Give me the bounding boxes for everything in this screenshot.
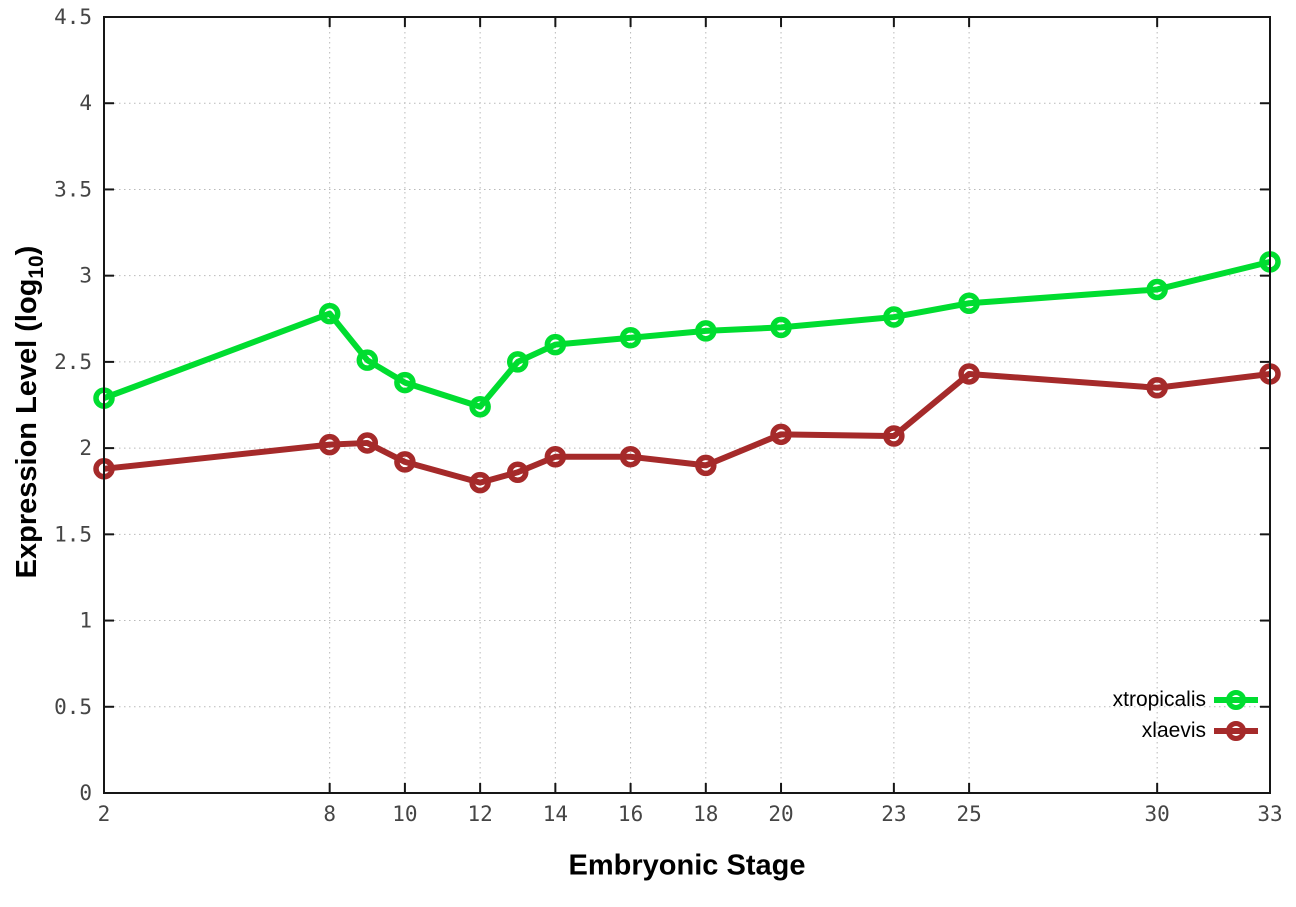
- point-xtropicalis-stage-30: [1146, 278, 1168, 301]
- point-xtropicalis-stage-10: [394, 371, 416, 394]
- y-axis-title-text: Expression Level (log: [11, 278, 44, 579]
- y-tick-label: 4.5: [54, 5, 92, 29]
- x-tick-label: 16: [618, 802, 643, 826]
- grid: [103, 16, 1271, 794]
- point-xtropicalis-stage-12: [469, 395, 491, 418]
- point-xlaevis-stage-13: [506, 461, 529, 484]
- series-line-xlaevis: [103, 370, 1271, 486]
- legend-item-xtropicalis: xtropicalis: [1113, 688, 1258, 712]
- legend-item-xlaevis: xlaevis: [1142, 719, 1258, 743]
- x-tick-label: 23: [881, 802, 906, 826]
- y-tick-label: 2.5: [54, 350, 92, 374]
- legend-label-xtropicalis: xtropicalis: [1112, 688, 1206, 711]
- point-xlaevis-stage-14: [544, 445, 567, 468]
- legend-sample-xtropicalis: [1214, 688, 1258, 712]
- x-tick-label: 20: [768, 802, 793, 826]
- y-axis-title: Expression Level (log10): [11, 246, 49, 579]
- x-axis-title: Embryonic Stage: [568, 849, 806, 882]
- point-xtropicalis-stage-8: [318, 302, 341, 325]
- x-tick-label: 30: [1145, 802, 1170, 826]
- point-xlaevis-stage-12: [469, 471, 491, 494]
- point-xtropicalis-stage-14: [544, 333, 567, 356]
- legend-sample-xlaevis: [1214, 719, 1258, 743]
- point-xlaevis-stage-23: [883, 425, 905, 447]
- point-xlaevis-stage-16: [619, 445, 642, 468]
- x-tick-label: 18: [693, 802, 718, 826]
- tick-labels: 2 8 10 12 14 16 18 20 23 25 30 33 0 0.5 1 1.5 2 2.5 3 3.5 4 4…: [54, 5, 1283, 826]
- x-tick-label: 12: [467, 802, 492, 826]
- y-tick-label: 0: [79, 781, 92, 805]
- point-xlaevis-stage-8: [318, 433, 341, 456]
- y-tick-label: 3.5: [54, 177, 92, 201]
- point-xlaevis-stage-20: [770, 423, 792, 446]
- x-tick-label: 25: [956, 802, 981, 826]
- legend-circle-marker-icon: [1225, 720, 1246, 741]
- point-xtropicalis-stage-16: [619, 326, 642, 349]
- point-xlaevis-stage-10: [394, 451, 416, 473]
- x-tick-label: 33: [1257, 802, 1282, 826]
- point-xtropicalis-stage-9: [356, 349, 379, 371]
- point-xlaevis-stage-25: [958, 363, 980, 385]
- x-tick-label: 10: [392, 802, 417, 826]
- y-axis-title-suffix: ): [11, 245, 44, 256]
- y-tick-label: 2: [79, 436, 92, 460]
- point-xlaevis-stage-9: [356, 432, 379, 454]
- axis-ticks: [103, 16, 1271, 794]
- plot-border: [103, 16, 1271, 794]
- point-xtropicalis-stage-18: [695, 320, 717, 342]
- point-xtropicalis-stage-20: [770, 316, 792, 339]
- point-xtropicalis-stage-25: [958, 292, 980, 315]
- x-tick-label: 8: [323, 802, 336, 826]
- point-xtropicalis-stage-13: [506, 351, 529, 373]
- legend-circle-marker-icon: [1225, 689, 1246, 710]
- point-xlaevis-stage-30: [1146, 377, 1168, 399]
- y-tick-label: 1: [79, 609, 92, 633]
- y-tick-label: 0.5: [54, 695, 92, 719]
- point-xlaevis-stage-18: [695, 454, 717, 477]
- legend-label-xlaevis: xlaevis: [1141, 719, 1206, 742]
- point-xtropicalis-stage-23: [883, 306, 905, 328]
- y-tick-label: 4: [79, 91, 92, 115]
- series-xlaevis: [93, 363, 1281, 494]
- y-tick-label: 1.5: [54, 522, 92, 546]
- y-axis-title-subscript: 10: [24, 255, 48, 279]
- series-xtropicalis: [93, 251, 1281, 418]
- x-tick-label: 14: [543, 802, 568, 826]
- y-tick-label: 3: [79, 264, 92, 288]
- x-tick-label: 2: [98, 802, 111, 826]
